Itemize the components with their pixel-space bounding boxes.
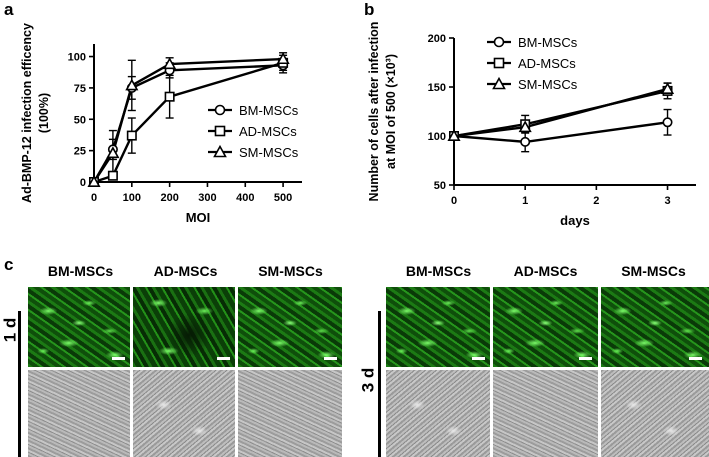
data-point-square: [493, 57, 505, 69]
x-tick-label: 0: [91, 192, 97, 204]
micrograph-col-label: AD-MSCs: [513, 263, 578, 279]
micrograph-col-label: BM-MSCs: [47, 263, 114, 279]
micrograph-col-label: AD-MSCs: [153, 263, 218, 279]
day-bracket-line: [18, 311, 21, 457]
scale-bar: [112, 357, 125, 360]
legend-label: AD-MSCs: [239, 124, 297, 139]
day-bracket-line: [378, 311, 381, 457]
scale-bar: [689, 357, 702, 360]
scale-bar: [579, 357, 592, 360]
chart-a: 0 100 200 300 400 500 0 25 50 75 100 MOI Ad-BMP-12 i…: [20, 23, 302, 225]
brightfield-image: [493, 370, 598, 457]
data-point-triangle: [276, 52, 290, 65]
brightfield-image: [28, 370, 130, 457]
scale-bar: [472, 357, 485, 360]
day-label: 3 d: [358, 367, 378, 393]
y-axis-label: Number of cells after infection: [367, 22, 381, 202]
micrograph-col-label: SM-MSCs: [258, 263, 323, 279]
y-tick-label: 75: [74, 83, 86, 95]
data-point-circle: [214, 104, 226, 116]
day-label: 1 d: [0, 317, 20, 343]
brightfield-image: [133, 370, 235, 457]
legend-label: BM-MSCs: [518, 35, 578, 50]
data-point-triangle: [518, 120, 532, 133]
fluorescence-image: [28, 287, 130, 367]
micrograph-col-label: BM-MSCs: [405, 263, 472, 279]
legend-label: BM-MSCs: [239, 103, 299, 118]
fluorescence-image: [238, 287, 342, 367]
data-point-triangle: [106, 146, 120, 159]
data-point-triangle: [447, 129, 461, 141]
micrograph-col-label: SM-MSCs: [621, 263, 686, 279]
data-point-circle: [662, 117, 673, 128]
x-tick-label: 400: [236, 192, 254, 204]
x-tick-label: 100: [123, 192, 141, 204]
data-point-triangle: [125, 78, 139, 91]
legend-label: SM-MSCs: [239, 145, 299, 160]
y-tick-label: 100: [68, 52, 86, 64]
brightfield-image: [238, 370, 342, 457]
series-line: [453, 87, 668, 138]
y-tick-label: 200: [428, 33, 446, 45]
x-axis-label: days: [560, 213, 590, 228]
data-point-square: [107, 170, 118, 181]
data-point-square: [214, 125, 226, 137]
panel-a-label: a: [4, 0, 14, 19]
data-point-triangle: [660, 82, 675, 94]
fluorescence-image: [493, 287, 598, 367]
brightfield-image: [386, 370, 490, 457]
x-tick-label: 3: [664, 195, 670, 207]
chart-b: 0 1 2 3 50 100 150 200 days Number of cells after…: [367, 22, 696, 228]
x-tick-label: 500: [274, 192, 292, 204]
fluorescence-image: [133, 287, 235, 367]
legend-label: SM-MSCs: [518, 77, 578, 92]
fluorescence-image: [386, 287, 490, 367]
y-axis-label: (100%): [37, 93, 51, 133]
data-point-circle: [493, 36, 505, 48]
scale-bar: [217, 357, 230, 360]
x-tick-label: 200: [160, 192, 178, 204]
y-tick-label: 25: [74, 146, 86, 158]
panel-b-label: b: [364, 0, 375, 19]
data-point-triangle: [213, 144, 227, 158]
y-tick-label: 50: [434, 180, 446, 192]
series-line: [92, 57, 284, 183]
scale-bar: [324, 357, 337, 360]
y-tick-label: 50: [74, 114, 86, 126]
x-tick-label: 1: [522, 195, 528, 207]
data-point-triangle: [492, 76, 506, 90]
panel-c-label: c: [4, 255, 14, 274]
data-point-circle: [520, 136, 531, 147]
y-tick-label: 0: [80, 177, 86, 189]
x-tick-label: 0: [451, 195, 457, 207]
y-axis-label: Ad-BMP-12 infection efficency: [20, 23, 34, 203]
y-tick-label: 150: [428, 82, 446, 94]
brightfield-image: [601, 370, 709, 457]
x-axis-label: MOI: [186, 210, 211, 225]
x-tick-label: 2: [593, 195, 599, 207]
y-tick-label: 100: [428, 131, 446, 143]
data-point-square: [126, 130, 137, 141]
fluorescence-image: [601, 287, 709, 367]
data-point-triangle: [163, 57, 177, 70]
y-axis-label: at MOI of 500 (×10³): [384, 54, 398, 169]
x-tick-label: 300: [198, 192, 216, 204]
data-point-square: [164, 91, 175, 102]
legend-label: AD-MSCs: [518, 56, 576, 71]
data-point-triangle: [87, 175, 101, 187]
